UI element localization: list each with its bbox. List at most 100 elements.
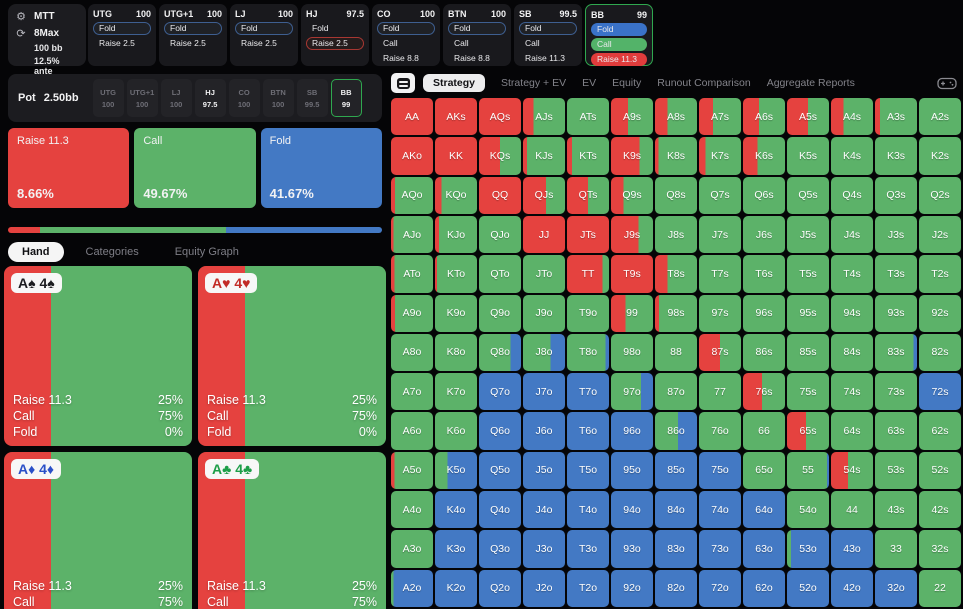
matrix-cell-86s[interactable]: 86s (743, 333, 785, 372)
matrix-cell-87o[interactable]: 87o (655, 373, 697, 411)
matrix-cell-76s[interactable]: 76s (743, 373, 785, 411)
matrix-cell-T3s[interactable]: T3s (875, 255, 917, 293)
matrix-cell-T7o[interactable]: T7o (567, 373, 609, 411)
matrix-cell-A6o[interactable]: A6o (391, 412, 433, 450)
action-fold[interactable]: Fold (93, 22, 151, 35)
matrix-cell-A3o[interactable]: A3o (391, 530, 433, 568)
matrix-cell-AKo[interactable]: AKo (391, 137, 433, 175)
matrix-cell-T4s[interactable]: T4s (831, 255, 873, 293)
position-card-btn[interactable]: BTN 100 Fold Call Raise 8.8 (443, 4, 511, 66)
matrix-cell-T9s[interactable]: T9s (611, 255, 653, 293)
matrix-cell-53o[interactable]: 53o (787, 530, 829, 568)
action-call[interactable]: Call (454, 38, 469, 48)
matrix-cell-65o[interactable]: 65o (743, 451, 785, 490)
matrix-cell-KTo[interactable]: KTo (435, 255, 477, 293)
action-raise-8-8[interactable]: Raise 8.8 (383, 53, 419, 63)
matrix-cell-T3o[interactable]: T3o (567, 530, 609, 568)
strategy-box-raise[interactable]: Raise 11.3 8.66% (8, 128, 130, 208)
action-fold[interactable]: Fold (312, 23, 329, 33)
matrix-cell-92s[interactable]: 92s (919, 294, 961, 332)
matrix-cell-43s[interactable]: 43s (875, 491, 917, 529)
matrix-cell-K5s[interactable]: K5s (787, 137, 829, 175)
matrix-cell-KJs[interactable]: KJs (523, 137, 565, 175)
matrix-cell-K3o[interactable]: K3o (435, 530, 477, 568)
matrix-cell-A2s[interactable]: A2s (919, 98, 961, 136)
refresh-icon[interactable]: ⟳ (16, 28, 26, 40)
matrix-cell-96o[interactable]: 96o (611, 412, 653, 450)
matrix-cell-Q2o[interactable]: Q2o (479, 569, 521, 607)
action-fold[interactable]: Fold (519, 22, 577, 35)
matrix-cell-JJ[interactable]: JJ (523, 215, 565, 254)
position-card-sb[interactable]: SB 99.5 Fold Call Raise 11.3 (514, 4, 582, 66)
matrix-cell-K4o[interactable]: K4o (435, 491, 477, 529)
action-raise-2-5[interactable]: Raise 2.5 (306, 37, 364, 50)
matrix-cell-73o[interactable]: 73o (699, 530, 741, 568)
matrix-cell-K7o[interactable]: K7o (435, 373, 477, 411)
matrix-cell-K7s[interactable]: K7s (699, 137, 741, 175)
matrix-cell-Q8s[interactable]: Q8s (655, 176, 697, 214)
matrix-cell-44[interactable]: 44 (831, 491, 873, 529)
matrix-cell-99[interactable]: 99 (611, 294, 653, 332)
matrix-cell-A5s[interactable]: A5s (787, 98, 829, 136)
matrix-cell-QTs[interactable]: QTs (567, 176, 609, 214)
matrix-cell-55[interactable]: 55 (787, 451, 829, 490)
matrix-cell-K3s[interactable]: K3s (875, 137, 917, 175)
strategy-box-fold[interactable]: Fold 41.67% (260, 128, 382, 208)
matrix-cell-65s[interactable]: 65s (787, 412, 829, 450)
matrix-cell-K6s[interactable]: K6s (743, 137, 785, 175)
matrix-cell-A4o[interactable]: A4o (391, 491, 433, 529)
matrix-cell-97o[interactable]: 97o (611, 373, 653, 411)
matrix-cell-ATo[interactable]: ATo (391, 255, 433, 293)
matrix-cell-QTo[interactable]: QTo (479, 255, 521, 293)
matrix-cell-K9o[interactable]: K9o (435, 294, 477, 332)
matrix-cell-J6o[interactable]: J6o (523, 412, 565, 450)
matrix-cell-Q6o[interactable]: Q6o (479, 412, 521, 450)
matrix-cell-63s[interactable]: 63s (875, 412, 917, 450)
matrix-cell-J5s[interactable]: J5s (787, 215, 829, 254)
matrix-cell-96s[interactable]: 96s (743, 294, 785, 332)
strategy-box-call[interactable]: Call 49.67% (134, 128, 256, 208)
matrix-cell-AJo[interactable]: AJo (391, 215, 433, 254)
matrix-cell-AA[interactable]: AA (391, 98, 433, 136)
matrix-cell-74s[interactable]: 74s (831, 373, 873, 411)
matrix-cell-Q2s[interactable]: Q2s (919, 176, 961, 214)
matrix-cell-T8s[interactable]: T8s (655, 255, 697, 293)
matrix-cell-98s[interactable]: 98s (655, 294, 697, 332)
matrix-cell-Q4s[interactable]: Q4s (831, 176, 873, 214)
matrix-cell-TT[interactable]: TT (567, 255, 609, 293)
matrix-cell-77[interactable]: 77 (699, 373, 741, 411)
range-matrix-icon[interactable] (391, 73, 415, 93)
matrix-cell-T5o[interactable]: T5o (567, 451, 609, 490)
pot-chip-co[interactable]: CO 100 (228, 79, 260, 117)
matrix-cell-T5s[interactable]: T5s (787, 255, 829, 293)
matrix-cell-93o[interactable]: 93o (611, 530, 653, 568)
tab-strategy-ev[interactable]: Strategy + EV (501, 77, 567, 89)
matrix-cell-K6o[interactable]: K6o (435, 412, 477, 450)
matrix-cell-J9o[interactable]: J9o (523, 294, 565, 332)
matrix-cell-KQo[interactable]: KQo (435, 176, 477, 214)
matrix-cell-Q6s[interactable]: Q6s (743, 176, 785, 214)
matrix-cell-92o[interactable]: 92o (611, 569, 653, 607)
action-fold[interactable]: Fold (235, 22, 293, 35)
matrix-cell-86o[interactable]: 86o (655, 412, 697, 450)
matrix-cell-A9s[interactable]: A9s (611, 98, 653, 136)
action-raise-11-3[interactable]: Raise 11.3 (525, 53, 566, 63)
pot-chip-hj[interactable]: HJ 97.5 (194, 79, 226, 117)
tab-categories[interactable]: Categories (85, 246, 139, 258)
matrix-cell-K5o[interactable]: K5o (435, 451, 477, 490)
matrix-cell-T2o[interactable]: T2o (567, 569, 609, 607)
matrix-cell-62s[interactable]: 62s (919, 412, 961, 450)
action-raise-8-8[interactable]: Raise 8.8 (454, 53, 490, 63)
matrix-cell-32o[interactable]: 32o (875, 569, 917, 607)
matrix-cell-A7o[interactable]: A7o (391, 373, 433, 411)
matrix-cell-72o[interactable]: 72o (699, 569, 741, 607)
position-card-utgplus1[interactable]: UTG+1 100 Fold Raise 2.5 (159, 4, 227, 66)
pot-chip-utgplus1[interactable]: UTG+1 100 (126, 79, 158, 117)
position-card-utg[interactable]: UTG 100 Fold Raise 2.5 (88, 4, 156, 66)
pot-chip-lj[interactable]: LJ 100 (160, 79, 192, 117)
matrix-cell-54o[interactable]: 54o (787, 491, 829, 529)
tab-strategy[interactable]: Strategy (423, 74, 486, 92)
matrix-cell-KK[interactable]: KK (435, 137, 477, 175)
action-fold[interactable]: Fold (448, 22, 506, 35)
